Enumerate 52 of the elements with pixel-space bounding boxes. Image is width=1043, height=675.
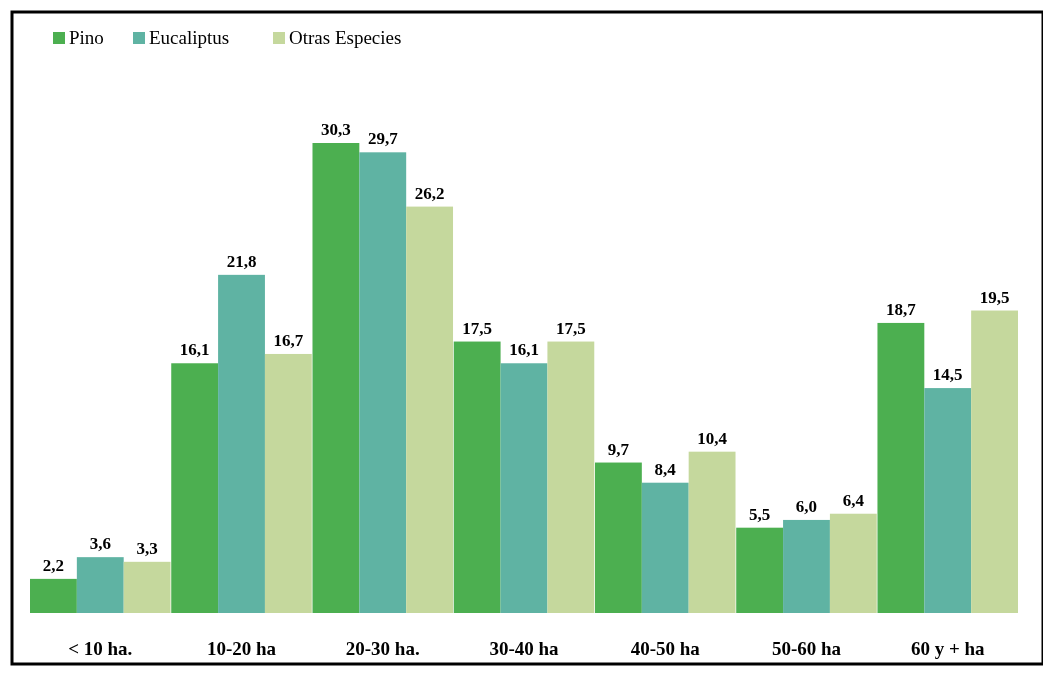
bar	[76, 557, 124, 613]
bar	[924, 388, 972, 613]
legend-label: Eucaliptus	[149, 27, 230, 48]
data-label: 2,2	[42, 555, 65, 575]
bar	[688, 451, 736, 613]
data-label: 9,7	[607, 439, 630, 459]
bar	[594, 462, 642, 613]
bar	[359, 152, 407, 613]
data-label: 6,0	[795, 496, 818, 516]
data-label: 10,4	[697, 428, 728, 448]
bar	[783, 519, 830, 613]
data-label: 14,5	[932, 365, 963, 385]
bar	[641, 482, 689, 613]
bar	[829, 513, 877, 613]
data-label: 3,3	[136, 538, 158, 558]
legend-label: Pino	[69, 27, 104, 48]
bar	[736, 527, 784, 613]
data-label: 29,7	[367, 129, 399, 149]
bar	[123, 561, 171, 613]
x-tick-label: 40-50 ha	[630, 638, 701, 659]
bar	[877, 322, 925, 613]
data-label: 30,3	[321, 120, 351, 139]
data-label: 16,7	[273, 330, 304, 350]
data-label: 6,4	[842, 490, 865, 510]
bar	[453, 341, 501, 613]
data-label: 5,5	[749, 504, 771, 524]
data-label: 16,1	[179, 340, 210, 360]
data-label: 26,2	[414, 183, 445, 203]
data-label: 18,7	[886, 299, 917, 319]
bar	[547, 341, 595, 613]
bar	[500, 363, 548, 613]
data-label: 17,5	[555, 318, 586, 338]
bar	[171, 363, 219, 613]
data-label: 8,4	[654, 459, 677, 479]
bar	[406, 206, 454, 613]
x-tick-label: 10-20 ha	[206, 638, 277, 659]
data-label: 21,8	[226, 251, 257, 271]
x-tick-label: 50-60 ha	[771, 638, 842, 659]
bar	[971, 310, 1018, 613]
x-tick-label: 30-40 ha	[489, 638, 560, 659]
data-label: 3,6	[89, 534, 111, 554]
legend-label: Otras Especies	[289, 27, 402, 48]
x-tick-label: < 10 ha.	[68, 638, 133, 659]
bar	[218, 274, 265, 613]
data-label: 17,5	[462, 318, 493, 338]
data-label: 19,5	[979, 287, 1010, 307]
x-tick-label: 20-30 ha.	[345, 638, 420, 659]
bar	[264, 353, 312, 613]
bar	[312, 143, 360, 613]
data-label: 16,1	[509, 340, 539, 360]
bar	[30, 578, 77, 613]
x-tick-label: 60 y + ha	[910, 638, 986, 659]
